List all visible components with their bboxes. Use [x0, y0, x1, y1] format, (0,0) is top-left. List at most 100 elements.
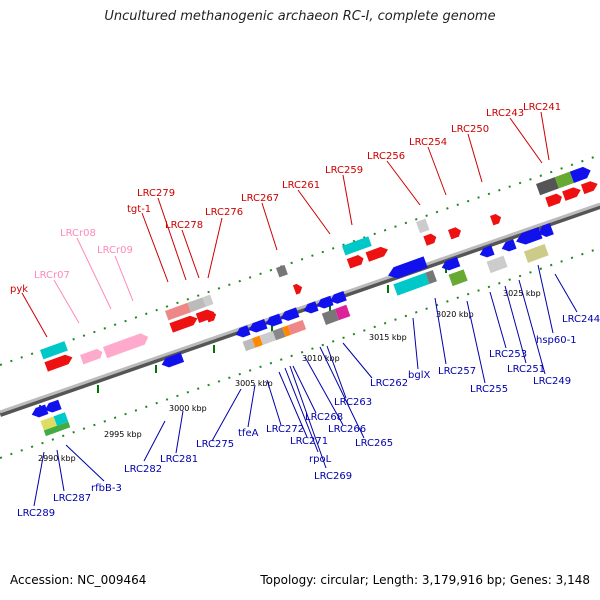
tick-label-3010: 3010 kbp — [302, 354, 340, 363]
connector-lrc244 — [554, 273, 578, 313]
label-lrc254[interactable]: LRC254 — [409, 137, 447, 148]
label-lrc271[interactable]: LRC271 — [290, 436, 328, 447]
connector-lrc289 — [33, 451, 45, 507]
gene-lrc254[interactable] — [448, 226, 463, 240]
gene-lrc263[interactable] — [302, 290, 352, 330]
label-lrc250[interactable]: LRC250 — [451, 124, 489, 135]
tick-label-3005: 3005 kbp — [235, 379, 273, 388]
gene-bglx[interactable] — [386, 255, 437, 296]
connector-lrcr07 — [53, 279, 80, 324]
gene-lrc243[interactable] — [536, 164, 599, 208]
label-lrc243[interactable]: LRC243 — [486, 108, 524, 119]
label-tgt-1[interactable]: tgt-1 — [127, 204, 151, 215]
tick-label-2990: 2990 kbp — [38, 454, 76, 463]
label-lrc263[interactable]: LRC263 — [334, 397, 372, 408]
gene-tgt-1[interactable] — [165, 294, 218, 333]
label-rpol[interactable]: rpoL — [309, 454, 332, 465]
forward-label-connectors — [21, 111, 550, 338]
connector-lrc259 — [342, 174, 353, 226]
label-lrc268[interactable]: LRC268 — [305, 412, 343, 423]
connector-tgt-1 — [141, 212, 169, 283]
connector-lrc251 — [504, 285, 527, 364]
label-tfea[interactable]: tfeA — [238, 428, 259, 439]
label-pyk[interactable]: pyk — [10, 284, 28, 295]
label-lrcr08[interactable]: LRCr08 — [60, 228, 96, 239]
label-lrcr07[interactable]: LRCr07 — [34, 270, 70, 281]
connector-lrc265 — [319, 346, 365, 439]
gene-lrc259[interactable] — [342, 232, 390, 269]
connector-lrc257 — [434, 297, 447, 365]
label-lrc281[interactable]: LRC281 — [160, 454, 198, 465]
gene-lrc250[interactable] — [490, 213, 503, 226]
topology-text: Topology: circular; Length: 3,179,916 bp… — [260, 573, 590, 587]
label-lrc261[interactable]: LRC261 — [282, 180, 320, 191]
label-lrc269[interactable]: LRC269 — [314, 471, 352, 482]
gene-lrc289[interactable] — [30, 399, 71, 438]
label-lrc289[interactable]: LRC289 — [17, 508, 55, 519]
reverse-genes — [30, 223, 560, 438]
gene-lrc251[interactable] — [500, 239, 517, 253]
label-lrc249[interactable]: LRC249 — [533, 376, 571, 387]
connector-lrc276 — [207, 217, 223, 279]
label-lrcr09[interactable]: LRCr09 — [97, 245, 133, 256]
gene-lrc257[interactable] — [440, 256, 468, 287]
connector-lrc249 — [518, 279, 546, 375]
label-lrc255[interactable]: LRC255 — [470, 384, 508, 395]
gene-pyk[interactable] — [40, 340, 74, 372]
label-lrc241[interactable]: LRC241 — [523, 102, 561, 113]
label-lrc251[interactable]: LRC251 — [507, 364, 545, 375]
connector-lrc255 — [466, 300, 486, 384]
gene-lrc253[interactable] — [478, 242, 508, 274]
label-lrc267[interactable]: LRC267 — [241, 193, 279, 204]
reverse-label-connectors — [33, 264, 578, 507]
connector-lrc271 — [278, 371, 308, 438]
gene-lrc267[interactable] — [276, 262, 304, 298]
connector-lrc250 — [467, 133, 483, 183]
label-lrc266[interactable]: LRC266 — [328, 424, 366, 435]
connector-tfea — [247, 384, 256, 428]
tick-label-3000: 3000 kbp — [169, 404, 207, 413]
gene-hsp60-1[interactable] — [514, 223, 560, 264]
label-lrc257[interactable]: LRC257 — [438, 366, 476, 377]
connector-lrcr09 — [114, 255, 134, 302]
label-lrc244[interactable]: LRC244 — [562, 314, 600, 325]
rna-label-connectors — [53, 237, 134, 324]
gene-lrc276[interactable] — [205, 310, 218, 323]
connector-lrc279 — [157, 197, 187, 281]
label-lrc278[interactable]: LRC278 — [165, 220, 203, 231]
connector-lrc287 — [56, 449, 65, 492]
gene-lrc256[interactable] — [416, 217, 438, 246]
label-lrc253[interactable]: LRC253 — [489, 349, 527, 360]
label-lrc272[interactable]: LRC272 — [266, 424, 304, 435]
connector-lrc278 — [181, 229, 200, 279]
connector-bglx — [412, 317, 419, 370]
connector-hsp60-1 — [537, 264, 554, 334]
label-rfbb-3[interactable]: rfbB-3 — [91, 483, 122, 494]
gene-rna-lrcr07[interactable] — [80, 347, 104, 365]
connector-lrc262 — [342, 342, 373, 379]
label-lrc279[interactable]: LRC279 — [137, 188, 175, 199]
connector-pyk — [21, 292, 48, 338]
label-lrc276[interactable]: LRC276 — [205, 207, 243, 218]
label-bglx[interactable]: bglX — [408, 370, 430, 381]
label-lrc256[interactable]: LRC256 — [367, 151, 405, 162]
label-lrc275[interactable]: LRC275 — [196, 439, 234, 450]
label-lrc265[interactable]: LRC265 — [355, 438, 393, 449]
forward-genes — [40, 164, 599, 372]
label-lrc259[interactable]: LRC259 — [325, 165, 363, 176]
gene-rna-lrcr09[interactable] — [103, 331, 150, 359]
gene-lrc275[interactable] — [234, 307, 307, 353]
label-hsp60-1[interactable]: hsp60-1 — [536, 335, 577, 346]
label-lrc287[interactable]: LRC287 — [53, 493, 91, 504]
label-lrc282[interactable]: LRC282 — [124, 464, 162, 475]
connector-lrc282 — [143, 420, 166, 462]
gene-reverse-near-rna[interactable] — [160, 352, 185, 369]
tick-label-3015: 3015 kbp — [369, 333, 407, 342]
connector-lrc254 — [427, 146, 447, 196]
label-lrc262[interactable]: LRC262 — [370, 378, 408, 389]
accession-text: Accession: NC_009464 — [10, 573, 147, 587]
connector-lrc266 — [304, 356, 344, 426]
tick-label-3025: 3025 kbp — [503, 289, 541, 298]
inner-track-line — [0, 247, 600, 459]
